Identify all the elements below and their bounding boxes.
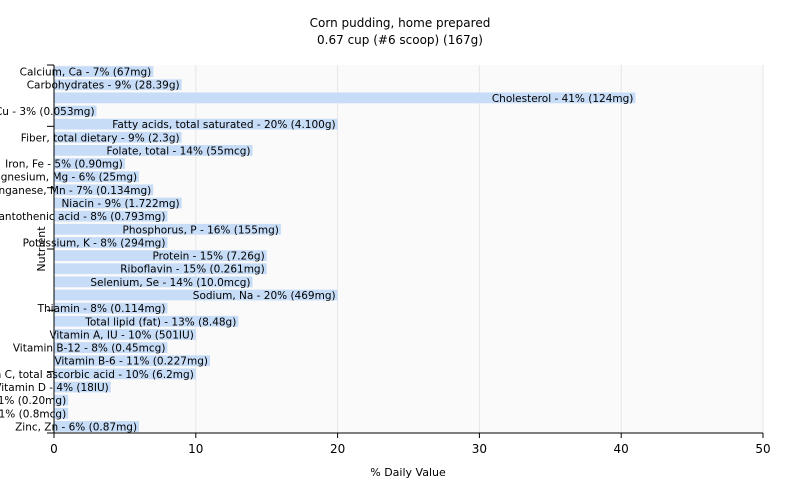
bar <box>54 158 125 169</box>
bar-label: Selenium, Se - 14% (10.0mcg) <box>90 277 250 289</box>
bar <box>54 263 267 275</box>
bar-label: Folate, total - 14% (55mcg) <box>106 145 250 157</box>
bar-label: Zinc, Zn - 6% (0.87mg) <box>15 421 137 433</box>
x-axis-label: % Daily Value <box>370 466 446 479</box>
bar <box>54 302 168 314</box>
chart-subtitle: 0.67 cup (#6 scoop) (167g) <box>317 33 483 47</box>
bar-label: Sodium, Na - 20% (469mg) <box>193 290 336 302</box>
bar <box>54 66 154 77</box>
bar <box>54 184 154 196</box>
bar-label: Protein - 15% (7.26g) <box>153 251 265 263</box>
bar <box>54 368 196 380</box>
bar-label: Pantothenic acid - 8% (0.793mg) <box>0 211 165 223</box>
bar <box>54 342 168 353</box>
bar <box>54 131 182 143</box>
bar-label: Vitamin B-12 - 8% (0.45mcg) <box>13 343 166 355</box>
bar <box>54 105 97 117</box>
bar-label: Magnesium, Mg - 6% (25mg) <box>0 172 137 184</box>
bar-label: Cholesterol - 41% (124mg) <box>492 93 634 105</box>
bar-label: Iron, Fe - 5% (0.90mg) <box>5 159 123 171</box>
bar <box>54 118 338 130</box>
bar <box>54 315 239 327</box>
x-tick-label: 40 <box>614 442 629 456</box>
bar-label: Copper, Cu - 3% (0.053mg) <box>0 106 95 118</box>
x-tick-label: 0 <box>50 442 58 456</box>
bar-label: Total lipid (fat) - 13% (8.48g) <box>84 316 236 328</box>
bar-label: Fatty acids, total saturated - 20% (4.10… <box>112 119 335 131</box>
bar <box>54 79 182 91</box>
x-tick-label: 20 <box>330 442 345 456</box>
bar <box>54 92 636 104</box>
x-tick-label: 30 <box>472 442 487 456</box>
bar-label: Niacin - 9% (1.722mg) <box>61 198 179 210</box>
bars-group: Calcium, Ca - 7% (67mg)Carbohydrates - 9… <box>0 66 636 433</box>
axes-group: 0 10 20 30 40 50 <box>47 64 771 456</box>
bar <box>54 381 111 393</box>
x-tick-label: 10 <box>188 442 203 456</box>
bar-label: Vitamin C, total ascorbic acid - 10% (6.… <box>0 369 194 381</box>
bar-label: Vitamin K (phylloquinone) - 1% (0.8mcg) <box>0 408 66 420</box>
bar <box>54 394 69 406</box>
bar-label: Calcium, Ca - 7% (67mg) <box>20 67 152 79</box>
bar <box>54 329 196 340</box>
bar <box>54 210 168 222</box>
bar <box>54 197 182 209</box>
bar-label: Riboflavin - 15% (0.261mg) <box>120 264 264 276</box>
bar <box>54 145 253 156</box>
bar-label: Vitamin A, IU - 10% (501IU) <box>49 329 193 341</box>
bar <box>54 237 168 248</box>
bar <box>54 223 281 235</box>
bar-label: Vitamin E (alpha-tocopherol) - 1% (0.20m… <box>0 395 66 407</box>
y-axis-label: Nutrient <box>35 226 48 272</box>
bar <box>54 355 210 367</box>
bar <box>54 407 69 419</box>
bar-label: Vitamin B-6 - 11% (0.227mg) <box>54 356 208 368</box>
x-tick-label: 50 <box>755 442 770 456</box>
bar-label: Potassium, K - 8% (294mg) <box>23 237 166 249</box>
bar-label: Phosphorus, P - 16% (155mg) <box>123 224 279 236</box>
bar <box>54 171 140 183</box>
bar-label: Fiber, total dietary - 9% (2.3g) <box>21 132 180 144</box>
chart-title: Corn pudding, home prepared <box>310 16 491 30</box>
bar-label: Manganese, Mn - 7% (0.134mg) <box>0 185 151 197</box>
bar <box>54 421 140 432</box>
bar-label: Carbohydrates - 9% (28.39g) <box>27 80 180 92</box>
bar <box>54 250 267 261</box>
bar <box>54 276 253 288</box>
bar-label: Thiamin - 8% (0.114mg) <box>37 303 166 315</box>
bar <box>54 289 338 301</box>
